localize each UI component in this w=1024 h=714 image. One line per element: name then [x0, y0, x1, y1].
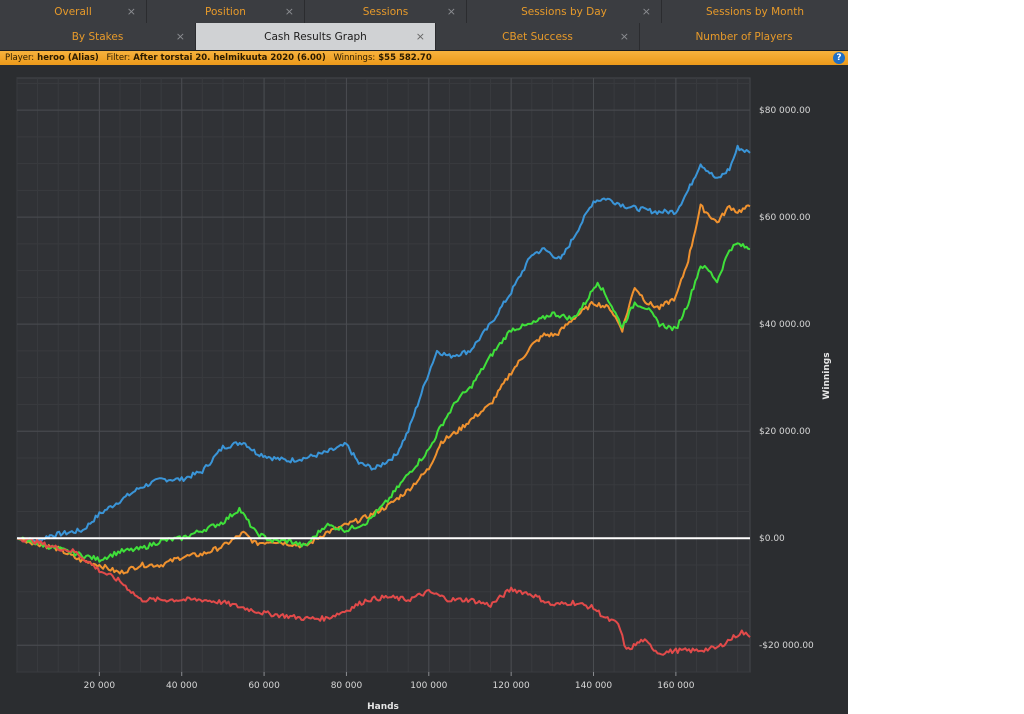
series-line-red [16, 537, 751, 656]
app-window: Overall × Position × Sessions × Sessions… [0, 0, 848, 714]
y-tick-label: $80 000.00 [759, 106, 811, 116]
tab-label: Cash Results Graph [264, 30, 367, 43]
filter-label: Filter: [106, 53, 131, 63]
tab-label: Position [205, 5, 246, 18]
winnings-value: $55 582.70 [378, 53, 432, 63]
tab-label: Sessions by Day [521, 5, 607, 18]
series-line-green [16, 242, 751, 563]
close-icon[interactable]: × [284, 4, 294, 18]
player-label: Player: [5, 53, 35, 63]
tab-label: Sessions by Month [706, 5, 804, 18]
tab-row-bottom: By Stakes × Cash Results Graph × CBet Su… [0, 23, 848, 51]
tab-by-stakes[interactable]: By Stakes × [0, 23, 196, 50]
x-tick-label: 140 000 [575, 681, 612, 691]
close-icon[interactable]: × [175, 29, 185, 43]
tab-overall[interactable]: Overall × [0, 0, 147, 23]
help-icon[interactable]: ? [833, 52, 845, 64]
close-icon[interactable]: × [446, 4, 456, 18]
tab-label: CBet Success [502, 30, 573, 43]
tab-cash-results-graph[interactable]: Cash Results Graph × [196, 23, 436, 50]
x-axis-ticks: 20 000 40 000 60 000 80 000 100 000 120 000 14… [84, 672, 695, 691]
x-tick-label: 80 000 [331, 681, 363, 691]
tab-sessions-by-month[interactable]: Sessions by Month [662, 0, 848, 23]
tab-label: Sessions [362, 5, 409, 18]
x-tick-label: 60 000 [248, 681, 280, 691]
filter-info-bar: Player: heroo (Alias) Filter: After torsta… [0, 51, 848, 65]
y-tick-label: $40 000.00 [759, 320, 811, 330]
x-tick-label: 120 000 [493, 681, 530, 691]
series-layer [16, 144, 751, 656]
tab-cbet-success[interactable]: CBet Success × [436, 23, 640, 50]
close-icon[interactable]: × [641, 4, 651, 18]
cash-results-chart: 20 000 40 000 60 000 80 000 100 000 120 000 14… [16, 77, 832, 712]
x-tick-label: 100 000 [410, 681, 447, 691]
y-tick-label: -$20 000.00 [759, 641, 814, 651]
tab-sessions[interactable]: Sessions × [305, 0, 467, 23]
y-tick-label: $0.00 [759, 534, 785, 544]
y-tick-label: $60 000.00 [759, 213, 811, 223]
close-icon[interactable]: × [619, 29, 629, 43]
filter-value: After torstai 20. helmikuuta 2020 (6.00) [133, 53, 326, 63]
close-icon[interactable]: × [415, 29, 425, 43]
x-axis-label: Hands [367, 702, 399, 712]
plot-area [16, 77, 751, 673]
tab-number-of-players[interactable]: Number of Players [640, 23, 848, 50]
series-line-blue [16, 144, 751, 543]
tab-label: Number of Players [695, 30, 793, 43]
series-line-orange [17, 203, 751, 575]
y-axis-label: Winnings [822, 352, 832, 399]
player-value: heroo (Alias) [37, 53, 99, 63]
x-tick-label: 40 000 [166, 681, 198, 691]
tab-position[interactable]: Position × [147, 0, 305, 23]
close-icon[interactable]: × [126, 4, 136, 18]
x-tick-label: 160 000 [657, 681, 694, 691]
y-tick-label: $20 000.00 [759, 427, 811, 437]
x-tick-label: 20 000 [84, 681, 116, 691]
tab-sessions-by-day[interactable]: Sessions by Day × [467, 0, 662, 23]
winnings-label: Winnings: [333, 53, 376, 63]
tab-label: Overall [54, 5, 92, 18]
tab-row-top: Overall × Position × Sessions × Sessions… [0, 0, 848, 23]
tab-label: By Stakes [71, 30, 124, 43]
y-axis-ticks: $80 000.00 $60 000.00 $40 000.00 $20 000.00… [759, 106, 814, 651]
